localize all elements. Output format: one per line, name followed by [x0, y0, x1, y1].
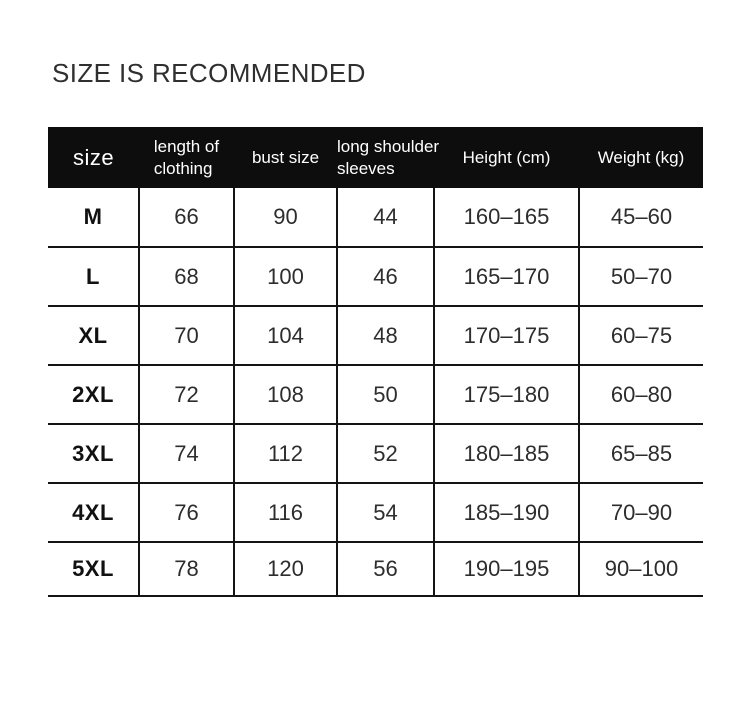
length-value: 70: [138, 306, 234, 366]
size-table: size length of clothing bust size long s…: [48, 127, 703, 597]
bust-value: 116: [233, 483, 337, 543]
weight-value: 60–75: [578, 306, 703, 366]
length-value: 78: [138, 542, 234, 597]
header-line: clothing: [153, 158, 213, 178]
sleeve-value: 46: [336, 247, 434, 307]
height-value: 175–180: [433, 365, 579, 425]
header-cell-long-shoulder-sleeves: long shoulder sleeves: [337, 127, 439, 188]
table-header-row: size length of clothing bust size long s…: [48, 127, 703, 188]
height-value: 170–175: [433, 306, 579, 366]
header-line: sleeves: [337, 158, 395, 178]
height-value: 180–185: [433, 424, 579, 484]
length-value: 72: [138, 365, 234, 425]
length-value: 68: [138, 247, 234, 307]
header-line: bust size: [251, 147, 320, 167]
bust-value: 90: [233, 188, 337, 248]
sleeve-value: 52: [336, 424, 434, 484]
header-line: length of: [153, 137, 220, 157]
size-label: L: [48, 247, 139, 307]
length-value: 76: [138, 483, 234, 543]
table-row-5xl: 5XL 78 120 56 190–195 90–100: [48, 542, 703, 597]
table-row-m: M 66 90 44 160–165 45–60: [48, 188, 703, 248]
header-cell-length-of-clothing: length of clothing: [139, 127, 234, 188]
weight-value: 60–80: [578, 365, 703, 425]
bust-value: 120: [233, 542, 337, 597]
weight-value: 90–100: [578, 542, 703, 597]
weight-value: 45–60: [578, 188, 703, 248]
table-row-l: L 68 100 46 165–170 50–70: [48, 247, 703, 307]
size-label: 5XL: [48, 542, 139, 597]
size-label: 3XL: [48, 424, 139, 484]
size-label: M: [48, 188, 139, 248]
bust-value: 108: [233, 365, 337, 425]
length-value: 74: [138, 424, 234, 484]
table-row-2xl: 2XL 72 108 50 175–180 60–80: [48, 365, 703, 425]
page-title: SIZE IS RECOMMENDED: [52, 58, 366, 88]
table-row-3xl: 3XL 74 112 52 180–185 65–85: [48, 424, 703, 484]
header-line: size: [72, 144, 115, 170]
bust-value: 112: [233, 424, 337, 484]
size-label: 4XL: [48, 483, 139, 543]
sleeve-value: 56: [336, 542, 434, 597]
height-value: 190–195: [433, 542, 579, 597]
header-line: Height (cm): [462, 147, 551, 167]
header-line: Weight (kg): [597, 147, 685, 167]
length-value: 66: [138, 188, 234, 248]
header-cell-bust-size: bust size: [234, 127, 337, 188]
size-label: 2XL: [48, 365, 139, 425]
header-cell-weight-kg: Weight (kg): [579, 127, 703, 188]
weight-value: 50–70: [578, 247, 703, 307]
table-row-xl: XL 70 104 48 170–175 60–75: [48, 306, 703, 366]
sleeve-value: 54: [336, 483, 434, 543]
table-row-4xl: 4XL 76 116 54 185–190 70–90: [48, 483, 703, 543]
header-cell-height-cm: Height (cm): [434, 127, 579, 188]
sleeve-value: 50: [336, 365, 434, 425]
weight-value: 70–90: [578, 483, 703, 543]
height-value: 160–165: [433, 188, 579, 248]
header-cell-size: size: [48, 127, 139, 188]
bust-value: 104: [233, 306, 337, 366]
size-label: XL: [48, 306, 139, 366]
height-value: 185–190: [433, 483, 579, 543]
height-value: 165–170: [433, 247, 579, 307]
sleeve-value: 44: [336, 188, 434, 248]
header-line: long shoulder: [337, 137, 440, 157]
sleeve-value: 48: [336, 306, 434, 366]
bust-value: 100: [233, 247, 337, 307]
weight-value: 65–85: [578, 424, 703, 484]
